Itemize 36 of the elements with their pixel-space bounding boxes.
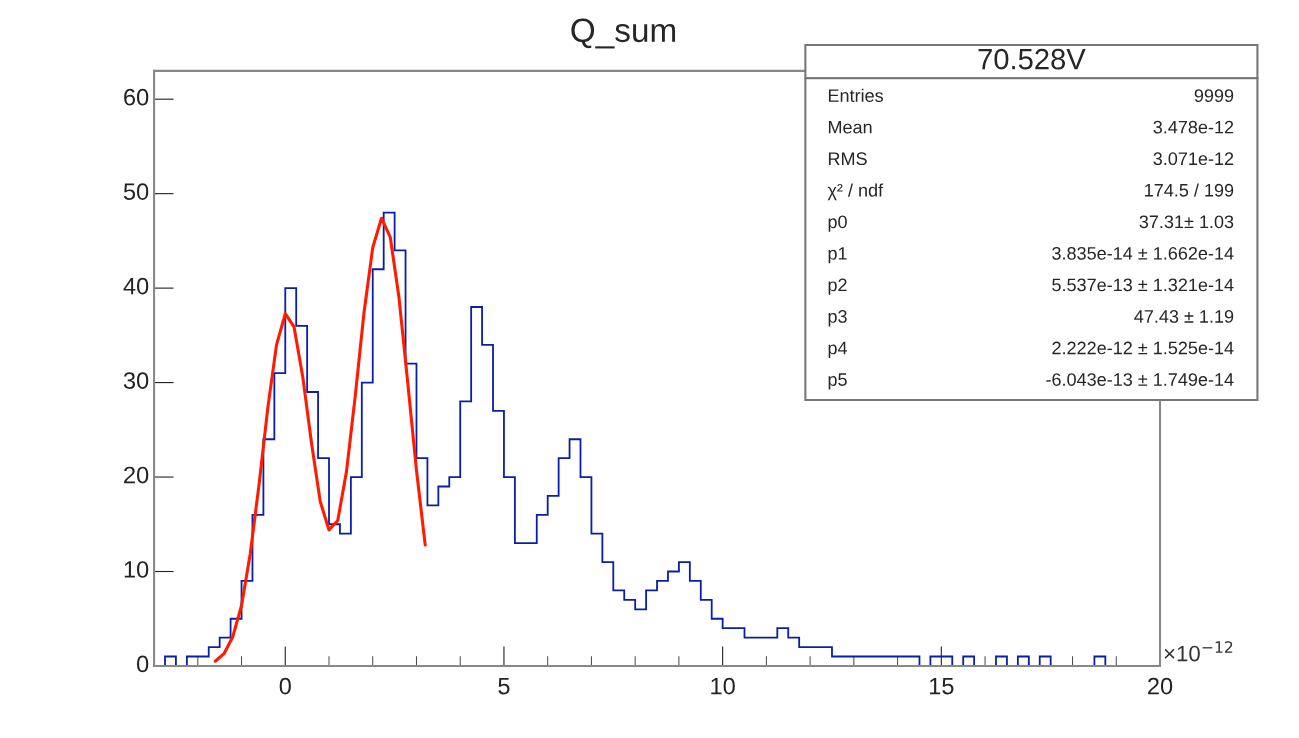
annotation: 3.071e-12 xyxy=(1153,152,1234,166)
annotation: 37.31± 1.03 xyxy=(1139,215,1234,229)
y-tick-label: 0 xyxy=(136,655,149,673)
text: 9999 xyxy=(1194,89,1234,102)
chart-title: Q_sum xyxy=(571,18,676,49)
y-tick-label: 50 xyxy=(123,183,149,200)
x-tick-label: 10 xyxy=(711,677,735,695)
y-tick-label: 60 xyxy=(124,88,149,106)
annotation: 3.478e-12 xyxy=(1153,120,1234,134)
annotation: p0 xyxy=(828,215,847,232)
y-tick-label: 30 xyxy=(123,372,149,389)
annotation: p3 xyxy=(828,310,847,327)
annotation: 47.43 ± 1.19 xyxy=(1134,310,1234,323)
annotation: p2 xyxy=(828,278,847,295)
annotation: χ² / ndf xyxy=(827,183,884,201)
x-tick-label: 15 xyxy=(929,677,954,695)
y-tick-label: 40 xyxy=(123,277,149,295)
annotation: 174.5 / 199 xyxy=(1145,183,1234,197)
annotation: 2.222e-12 ± 1.525e-14 xyxy=(1052,341,1234,355)
annotation: RMS xyxy=(828,152,867,166)
annotation: p5 xyxy=(828,373,847,390)
annotation: 3.835e-14 ± 1.662e-14 xyxy=(1052,246,1234,260)
annotation: Mean xyxy=(828,120,872,134)
annotation: 5.537e-13 ± 1.321e-14 xyxy=(1052,278,1234,292)
y-tick-label: 20 xyxy=(124,466,149,484)
x-tick-label: 5 xyxy=(498,677,510,695)
annotation: Entries xyxy=(828,88,884,102)
x-tick-label: 0 xyxy=(279,677,291,695)
text: ×10$^{−12}$ xyxy=(1164,641,1233,662)
annotation: p4 xyxy=(828,341,848,358)
annotation: p1 xyxy=(828,247,847,264)
y-tick-label: 10 xyxy=(124,561,149,578)
text: 70.528V xyxy=(978,48,1086,70)
x-tick-label: 20 xyxy=(1148,677,1173,695)
annotation: -6.043e-13 ± 1.749e-14 xyxy=(1046,373,1234,386)
line-series xyxy=(213,216,427,663)
